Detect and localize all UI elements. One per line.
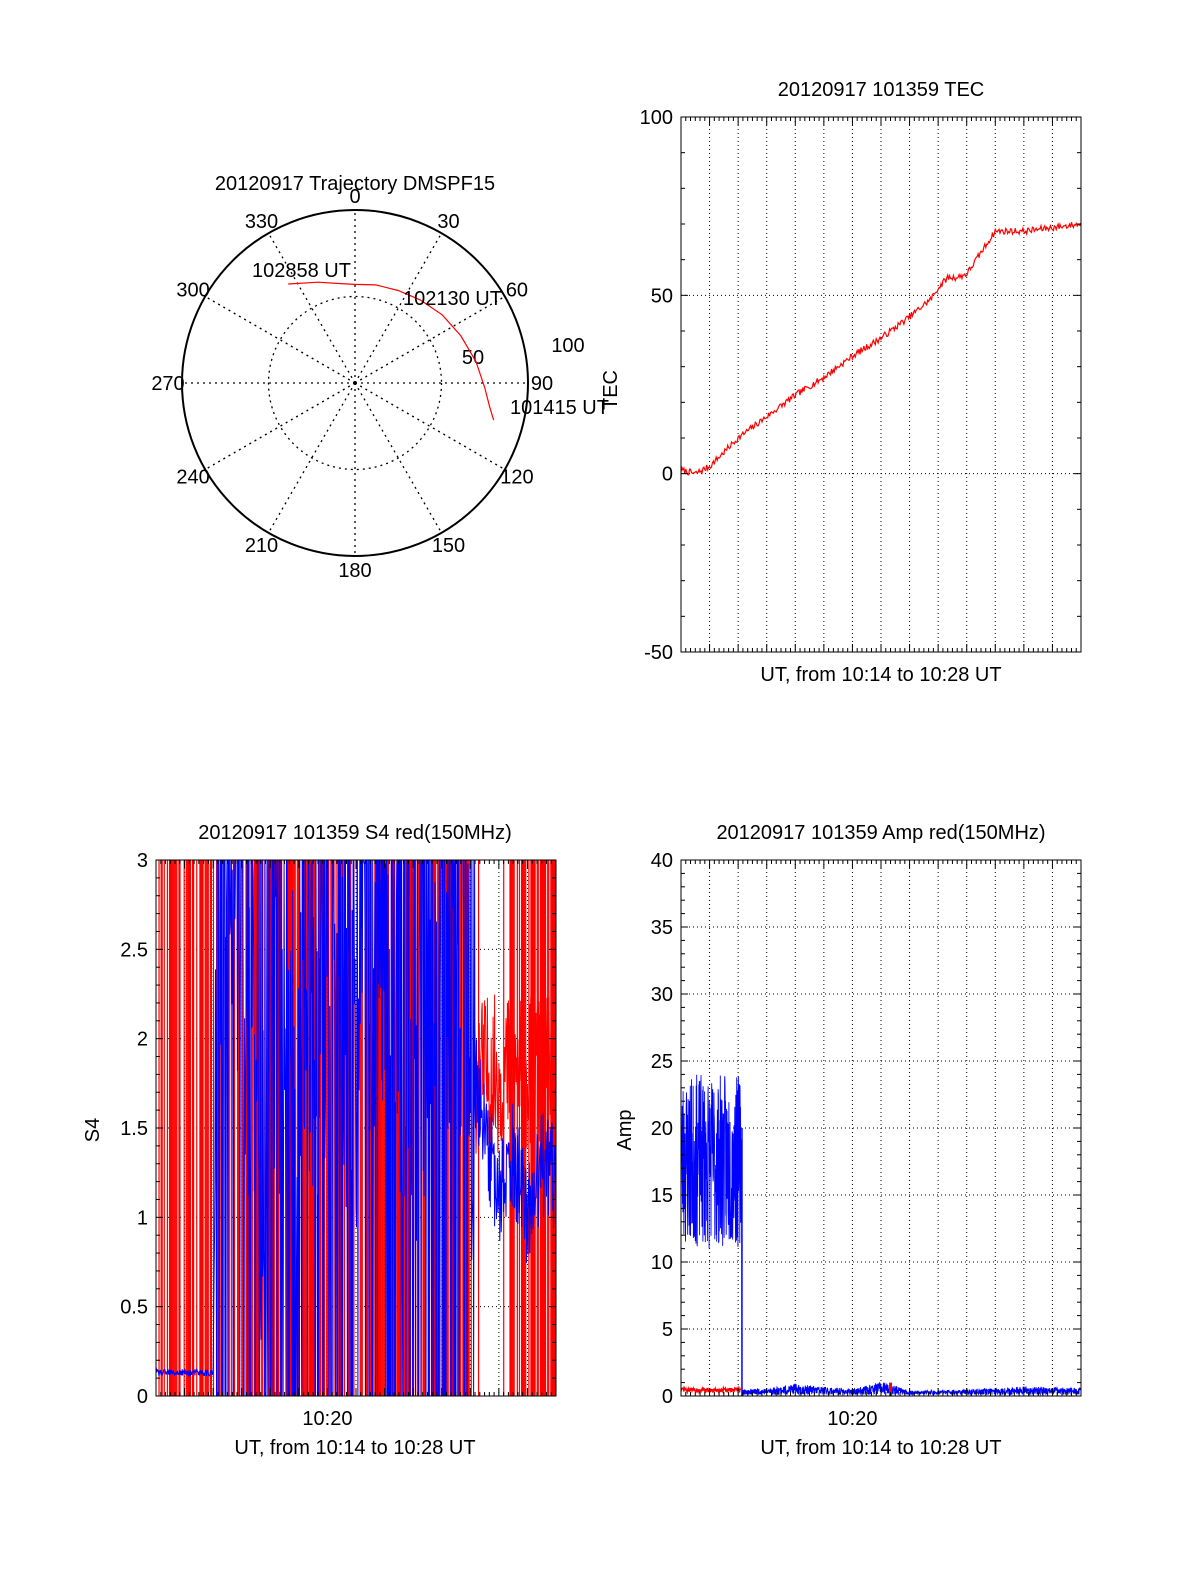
y-tick-label: 20: [651, 1118, 673, 1140]
tec-xlabel: UT, from 10:14 to 10:28 UT: [760, 664, 1001, 686]
azimuth-label-0: 0: [349, 186, 360, 208]
y-tick-label: 0: [662, 1386, 673, 1408]
y-tick-label: 1: [137, 1207, 148, 1229]
y-tick-label: 0: [662, 464, 673, 486]
track-label-mid: 102130 UT: [403, 288, 502, 310]
y-tick-label: 2.5: [120, 939, 148, 961]
amp-xlabel: UT, from 10:14 to 10:28 UT: [760, 1437, 1001, 1459]
azimuth-label-330: 330: [245, 211, 278, 233]
y-tick-label: 35: [651, 917, 673, 939]
azimuth-label-270: 270: [151, 373, 184, 395]
s4-panel: 20120917 101359 S4 red(150MHz) 0 0.5 1 1.5 2…: [82, 822, 557, 1459]
s4-title: 20120917 101359 S4 red(150MHz): [198, 822, 512, 844]
azimuth-label-90: 90: [531, 373, 553, 395]
amp-ticks: 0 5 10 15 20 25 30 35 40 10:20: [651, 850, 1082, 1430]
y-tick-label: 2: [137, 1029, 148, 1051]
polar-spoke-30: [354, 232, 443, 384]
tec-panel: 20120917 101359 TEC -50 0 50 100 TEC UT, fr…: [600, 79, 1082, 686]
amp-red-line: [681, 1385, 742, 1395]
y-tick-label: 0.5: [120, 1297, 148, 1319]
tec-ylabel: TEC: [600, 370, 622, 410]
amp-plot: [681, 1074, 1081, 1396]
y-tick-label: 50: [651, 285, 673, 307]
azimuth-label-120: 120: [500, 467, 533, 489]
polar-spoke-300: [204, 295, 356, 384]
ring-label-50: 50: [462, 347, 484, 369]
tec-series-line: [681, 221, 1081, 476]
s4-red-line: [474, 994, 556, 1155]
y-tick-label: 1.5: [120, 1118, 148, 1140]
amp-panel: 20120917 101359 Amp red(150MHz) 0 5 10 15 20…: [614, 822, 1082, 1459]
y-tick-label: 0: [137, 1386, 148, 1408]
polar-spoke-330: [267, 232, 356, 384]
polar-spoke-210: [267, 382, 356, 534]
polar-spoke-150: [354, 382, 443, 534]
polar-grid: [181, 209, 529, 557]
azimuth-label-150: 150: [432, 535, 465, 557]
amp-title: 20120917 101359 Amp red(150MHz): [716, 822, 1045, 844]
y-tick-label: -50: [644, 642, 673, 664]
y-tick-label: 100: [640, 107, 673, 129]
s4-blue-line: [156, 860, 556, 1396]
y-tick-label: 10: [651, 1252, 673, 1274]
azimuth-label-300: 300: [176, 280, 209, 302]
y-tick-label: 25: [651, 1051, 673, 1073]
polar-spoke-120: [354, 382, 506, 471]
y-tick-label: 40: [651, 850, 673, 872]
s4-ticks: 0 0.5 1 1.5 2 2.5 3 10:20: [120, 850, 557, 1430]
polar-ring-100: [181, 209, 529, 557]
trajectory-panel: 20120917 Trajectory DMSPF15 0 30 60 90 120 15…: [151, 173, 609, 582]
azimuth-label-60: 60: [506, 280, 528, 302]
s4-ylabel: S4: [82, 1118, 104, 1142]
amp-ylabel: Amp: [614, 1109, 636, 1150]
azimuth-label-240: 240: [176, 467, 209, 489]
track-label-end: 101415 UT: [510, 397, 609, 419]
x-tick-label: 10:20: [827, 1408, 877, 1430]
tec-ticks: -50 0 50 100: [640, 107, 1082, 664]
azimuth-label-30: 30: [437, 211, 459, 233]
amp-blue-line: [681, 1074, 1081, 1396]
tec-grid: [681, 117, 1081, 652]
y-tick-label: 5: [662, 1319, 673, 1341]
polar-spoke-240: [204, 382, 356, 471]
x-tick-label: 10:20: [302, 1408, 352, 1430]
trajectory-track: [288, 281, 495, 421]
s4-xlabel: UT, from 10:14 to 10:28 UT: [234, 1437, 475, 1459]
tec-plot: [681, 221, 1081, 476]
azimuth-label-210: 210: [245, 535, 278, 557]
y-tick-label: 30: [651, 984, 673, 1006]
polar-ring-50: [267, 295, 443, 471]
trajectory-title: 20120917 Trajectory DMSPF15: [215, 173, 495, 195]
y-tick-label: 15: [651, 1185, 673, 1207]
tec-title: 20120917 101359 TEC: [778, 79, 984, 101]
y-tick-label: 3: [137, 850, 148, 872]
track-label-start: 102858 UT: [252, 260, 351, 282]
azimuth-label-180: 180: [338, 560, 371, 582]
ring-label-100: 100: [551, 335, 584, 357]
polar-spoke-60: [354, 295, 506, 384]
azimuth-labels: 0 30 60 90 120 150 180 210 240 270 300 330: [151, 186, 553, 582]
trajectory-line: [288, 281, 495, 421]
